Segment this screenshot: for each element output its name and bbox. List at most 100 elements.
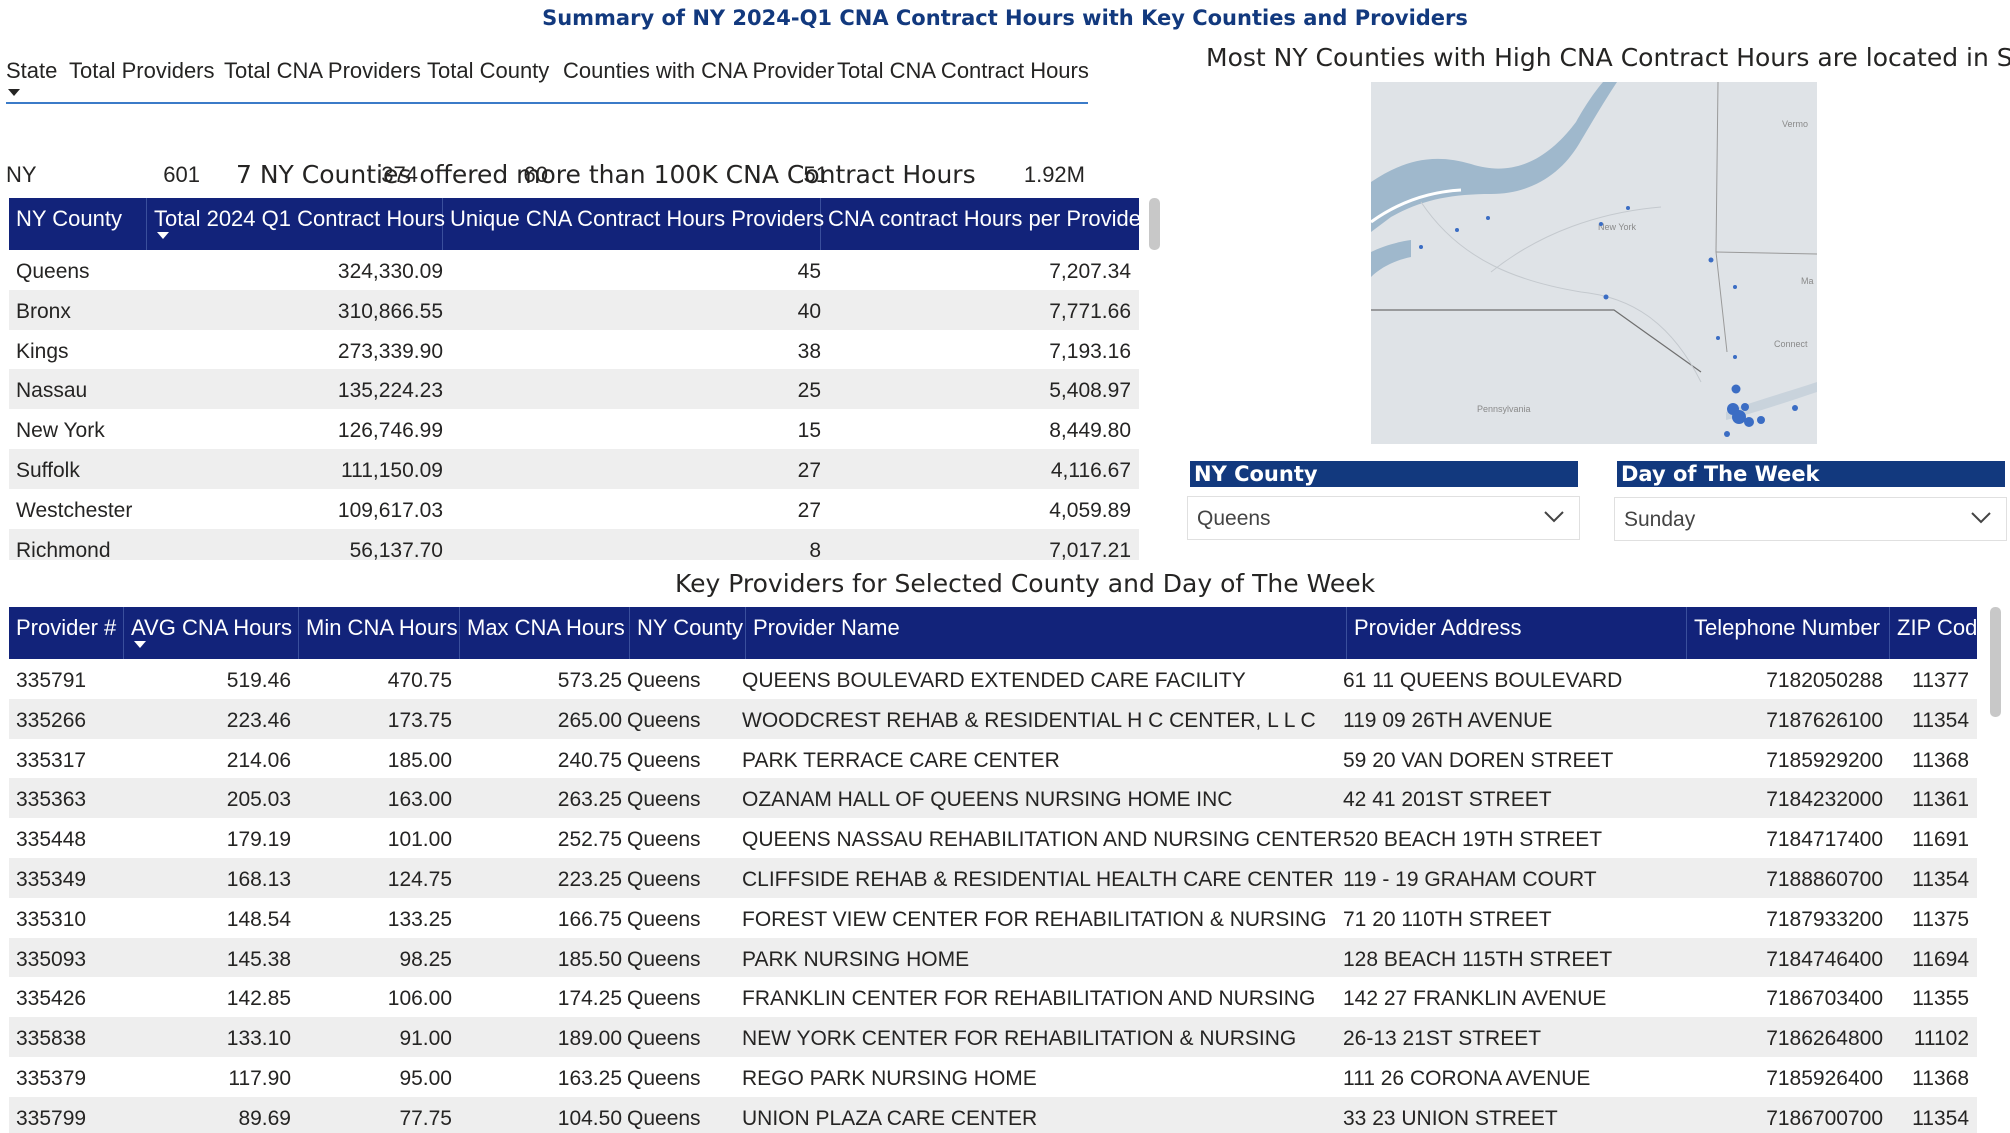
map-dot[interactable]: [1733, 285, 1737, 289]
table-cell: 265.00: [557, 708, 622, 732]
table-row[interactable]: New York 126,746.99 15 8,449.80: [9, 409, 1139, 449]
providers-scrollbar[interactable]: [1990, 607, 2001, 717]
map-dot[interactable]: [1455, 228, 1459, 232]
map-dot[interactable]: [1744, 417, 1754, 427]
table-row[interactable]: 335363 205.03 163.00 263.25 Queens OZANAM HAL…: [9, 778, 1977, 819]
table-cell: 189.00: [557, 1027, 622, 1051]
table-cell: 185.50: [557, 947, 622, 971]
table-row[interactable]: 335349 168.13 124.75 223.25 Queens CLIFFSIDE …: [9, 857, 1977, 898]
providers-table-body: 335791 519.46 470.75 573.25 Queens QUEENS BOU…: [9, 659, 1977, 1133]
table-cell: 27: [797, 498, 821, 522]
table-row[interactable]: 335093 145.38 98.25 185.50 Queens PARK NURSIN…: [9, 937, 1977, 978]
map-dot[interactable]: [1741, 403, 1749, 411]
summary-header-total-county[interactable]: Total County: [427, 58, 550, 83]
summary-counties-cna: 51: [803, 162, 828, 187]
table-cell: 11354: [1912, 708, 1969, 732]
col-provider-address[interactable]: Provider Address: [1347, 607, 1687, 659]
map-dot[interactable]: [1486, 216, 1490, 220]
col-avg-hours[interactable]: AVG CNA Hours: [124, 607, 299, 659]
col-provider-name[interactable]: Provider Name: [746, 607, 1347, 659]
map-land: [1371, 82, 1817, 444]
table-cell: Queens: [627, 788, 701, 812]
table-row[interactable]: 335791 519.46 470.75 573.25 Queens QUEENS BOU…: [9, 659, 1977, 699]
table-row[interactable]: Bronx 310,866.55 40 7,771.66: [9, 289, 1139, 330]
table-cell: 7184232000: [1766, 788, 1883, 812]
ny-map[interactable]: Vermo New York Ma Connect Pennsylvania: [1371, 82, 1817, 444]
table-cell: 7186264800: [1766, 1027, 1883, 1051]
table-row[interactable]: Westchester 109,617.03 27 4,059.89: [9, 489, 1139, 529]
long-island: [1726, 382, 1817, 420]
table-cell: 11368: [1912, 1066, 1969, 1090]
table-cell: 335379: [16, 1066, 87, 1090]
summary-header-row: State Total Providers Total CNA Provider…: [6, 56, 1089, 104]
map-dot[interactable]: [1716, 336, 1720, 340]
sort-desc-icon: [157, 232, 169, 239]
col-zip[interactable]: ZIP Code: [1890, 607, 1977, 659]
col-total-hours-label: Total 2024 Q1 Contract Hours: [154, 206, 446, 231]
table-cell: 335363: [16, 788, 87, 812]
table-cell: 168.13: [226, 867, 291, 891]
map-dot[interactable]: [1603, 294, 1609, 300]
table-cell: 335317: [16, 748, 87, 772]
summary-header-total-providers[interactable]: Total Providers: [69, 58, 215, 83]
summary-header-total-hours[interactable]: Total CNA Contract Hours: [837, 58, 1089, 83]
table-row[interactable]: 335310 148.54 133.25 166.75 Queens FOREST VIE…: [9, 898, 1977, 938]
table-cell: 7188860700: [1766, 867, 1883, 891]
table-cell: 520 BEACH 19TH STREET: [1343, 828, 1603, 852]
col-provider-county[interactable]: NY County: [630, 607, 746, 659]
map-dot[interactable]: [1731, 384, 1741, 394]
summary-header-counties-cna[interactable]: Counties with CNA Provider: [563, 58, 835, 83]
table-row[interactable]: Richmond 56,137.70 8 7,017.21: [9, 528, 1139, 560]
table-row[interactable]: Suffolk 111,150.09 27 4,116.67: [9, 448, 1139, 489]
table-cell: 335093: [16, 947, 87, 971]
col-telephone[interactable]: Telephone Number: [1687, 607, 1890, 659]
table-cell: 214.06: [226, 748, 291, 772]
col-ny-county[interactable]: NY County: [9, 198, 147, 250]
map-dot[interactable]: [1708, 257, 1714, 263]
table-row[interactable]: 335379 117.90 95.00 163.25 Queens REGO PARK N…: [9, 1057, 1977, 1097]
map-dot[interactable]: [1419, 245, 1423, 249]
col-unique-providers[interactable]: Unique CNA Contract Hours Providers: [443, 198, 824, 250]
table-cell: Queens: [16, 260, 90, 283]
counties-scrollbar[interactable]: [1149, 198, 1160, 250]
summary-header-total-cna-providers[interactable]: Total CNA Providers: [224, 58, 421, 83]
map-dot[interactable]: [1599, 222, 1603, 226]
summary-header-state[interactable]: State: [6, 58, 58, 83]
map-dot[interactable]: [1724, 431, 1730, 437]
table-row[interactable]: 335266 223.46 173.75 265.00 Queens WOODCREST …: [9, 698, 1977, 739]
col-max-hours[interactable]: Max CNA Hours: [460, 607, 630, 659]
table-row[interactable]: Queens 324,330.09 45 7,207.34: [9, 250, 1139, 290]
table-cell: 7187933200: [1766, 907, 1883, 931]
table-row[interactable]: 335838 133.10 91.00 189.00 Queens NEW YORK CE…: [9, 1017, 1977, 1057]
map-dot[interactable]: [1757, 416, 1765, 424]
table-row[interactable]: 335799 89.69 77.75 104.50 Queens UNION PLAZA …: [9, 1096, 1977, 1133]
county-slicer-title: NY County: [1190, 461, 1578, 487]
table-cell: Queens: [627, 748, 701, 772]
col-hours-per-provider[interactable]: CNA contract Hours per Provider: [821, 198, 1139, 250]
table-cell: 11361: [1912, 788, 1969, 812]
col-provider-num[interactable]: Provider #: [9, 607, 124, 659]
map-dot[interactable]: [1792, 405, 1798, 411]
day-slicer-dropdown[interactable]: Sunday: [1614, 497, 2007, 541]
col-zip-label: ZIP Code: [1897, 615, 1977, 640]
table-cell: 111 26 CORONA AVENUE: [1343, 1066, 1591, 1090]
map-dot[interactable]: [1626, 206, 1630, 210]
table-row[interactable]: Kings 273,339.90 38 7,193.16: [9, 330, 1139, 370]
table-row[interactable]: 335317 214.06 185.00 240.75 Queens PARK TERRA…: [9, 739, 1977, 779]
col-min-hours[interactable]: Min CNA Hours: [299, 607, 460, 659]
county-slicer-dropdown[interactable]: Queens: [1187, 496, 1580, 540]
table-cell: 111,150.09: [341, 458, 443, 482]
map-dot[interactable]: [1732, 410, 1746, 424]
table-cell: 519.46: [226, 669, 291, 692]
table-cell: 133.25: [387, 907, 452, 931]
map-dot[interactable]: [1733, 355, 1737, 359]
table-cell: 335310: [16, 907, 87, 931]
table-row[interactable]: 335426 142.85 106.00 174.25 Queens FRANKLIN C…: [9, 977, 1977, 1017]
table-cell: 26-13 21ST STREET: [1343, 1027, 1542, 1051]
table-cell: 163.00: [387, 788, 452, 812]
table-row[interactable]: 335448 179.19 101.00 252.75 Queens QUEENS NAS…: [9, 818, 1977, 858]
table-cell: 310,866.55: [337, 299, 443, 323]
table-row[interactable]: Nassau 135,224.23 25 5,408.97: [9, 369, 1139, 410]
lake-erie: [1371, 240, 1411, 277]
col-total-hours[interactable]: Total 2024 Q1 Contract Hours: [147, 198, 446, 250]
